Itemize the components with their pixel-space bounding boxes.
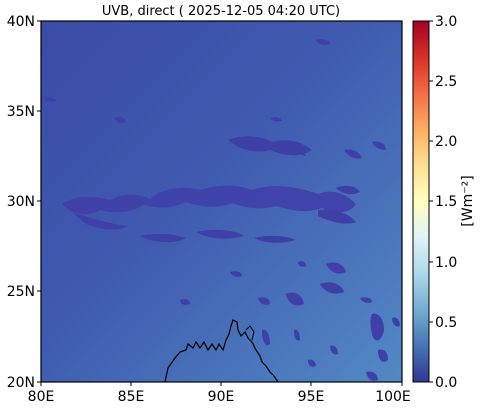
coastline [164, 319, 279, 382]
colorbar-ticks: 0.0 0.5 1.0 1.5 2.0 2.5 3.0 [429, 14, 457, 391]
lon-tick-label: 85E [118, 389, 145, 405]
lat-tick-label: 35N [7, 104, 35, 120]
colorbar-tick-label: 0.5 [435, 315, 457, 331]
lat-tick-label: 40N [7, 14, 35, 30]
lat-tick-label: 20N [7, 375, 35, 391]
lon-tick-label: 100E [375, 389, 411, 405]
colorbar-gradient [412, 20, 430, 383]
lon-tick-label: 90E [208, 389, 235, 405]
coastline-inlet [245, 325, 255, 341]
colorbar-tick-label: 1.0 [435, 255, 457, 271]
lon-tick-label: 95E [298, 389, 325, 405]
cloud-patches [44, 39, 400, 381]
map-area [41, 21, 402, 382]
colorbar: 0.0 0.5 1.0 1.5 2.0 2.5 3.0 [Wm⁻²] [412, 14, 476, 391]
colorbar-label: [Wm⁻²] [460, 175, 476, 226]
lat-axis: 40N 35N 30N 25N 20N [7, 14, 41, 391]
colorbar-tick-label: 3.0 [435, 14, 457, 30]
map-title: UVB, direct ( 2025-12-05 04:20 UTC) [102, 4, 340, 19]
colorbar-tick-label: 0.0 [435, 375, 457, 391]
lat-tick-label: 25N [7, 284, 35, 300]
lat-tick-label: 30N [7, 194, 35, 210]
colorbar-tick-label: 2.0 [435, 134, 457, 150]
colorbar-tick-label: 1.5 [435, 194, 457, 210]
colorbar-tick-label: 2.5 [435, 74, 457, 90]
lon-axis: 80E 85E 90E 95E 100E [28, 382, 411, 405]
lon-tick-label: 80E [28, 389, 55, 405]
